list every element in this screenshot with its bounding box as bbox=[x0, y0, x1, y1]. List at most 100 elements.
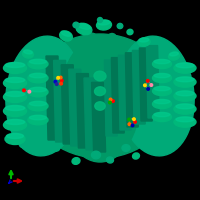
Ellipse shape bbox=[60, 79, 63, 82]
Ellipse shape bbox=[95, 87, 105, 96]
Ellipse shape bbox=[174, 91, 196, 101]
Ellipse shape bbox=[174, 117, 196, 127]
Ellipse shape bbox=[174, 104, 196, 114]
Ellipse shape bbox=[118, 36, 194, 156]
Ellipse shape bbox=[153, 86, 172, 96]
Ellipse shape bbox=[78, 23, 90, 29]
Ellipse shape bbox=[117, 23, 123, 29]
Ellipse shape bbox=[88, 33, 96, 41]
Ellipse shape bbox=[127, 29, 133, 35]
Ellipse shape bbox=[108, 33, 116, 40]
Ellipse shape bbox=[138, 38, 150, 46]
Ellipse shape bbox=[28, 59, 48, 69]
Ellipse shape bbox=[28, 101, 48, 111]
Ellipse shape bbox=[28, 90, 31, 93]
Ellipse shape bbox=[153, 59, 172, 69]
Ellipse shape bbox=[139, 38, 149, 42]
Ellipse shape bbox=[176, 104, 194, 109]
Ellipse shape bbox=[24, 50, 32, 54]
Ellipse shape bbox=[4, 77, 26, 88]
Polygon shape bbox=[118, 55, 131, 130]
Polygon shape bbox=[76, 74, 90, 148]
Ellipse shape bbox=[94, 71, 106, 81]
Polygon shape bbox=[84, 78, 98, 150]
Ellipse shape bbox=[176, 117, 194, 122]
Ellipse shape bbox=[176, 91, 194, 96]
Ellipse shape bbox=[5, 62, 25, 68]
Ellipse shape bbox=[153, 73, 172, 83]
Ellipse shape bbox=[170, 52, 178, 56]
Polygon shape bbox=[111, 58, 124, 133]
Ellipse shape bbox=[4, 92, 26, 102]
Ellipse shape bbox=[6, 134, 24, 138]
Ellipse shape bbox=[128, 123, 131, 125]
Ellipse shape bbox=[134, 121, 136, 123]
Ellipse shape bbox=[153, 112, 172, 122]
Polygon shape bbox=[104, 60, 117, 136]
Ellipse shape bbox=[59, 76, 62, 79]
Ellipse shape bbox=[107, 157, 113, 163]
Ellipse shape bbox=[122, 145, 130, 151]
Ellipse shape bbox=[28, 73, 48, 83]
Polygon shape bbox=[92, 82, 106, 152]
Polygon shape bbox=[146, 46, 159, 118]
Ellipse shape bbox=[174, 77, 196, 87]
Ellipse shape bbox=[5, 119, 25, 124]
Ellipse shape bbox=[23, 50, 33, 58]
Ellipse shape bbox=[174, 63, 196, 73]
Ellipse shape bbox=[60, 82, 62, 85]
Ellipse shape bbox=[30, 73, 46, 78]
Ellipse shape bbox=[28, 34, 172, 158]
Ellipse shape bbox=[154, 86, 170, 91]
Ellipse shape bbox=[147, 88, 149, 90]
Ellipse shape bbox=[146, 80, 149, 82]
Ellipse shape bbox=[28, 115, 48, 125]
Ellipse shape bbox=[72, 158, 80, 164]
Ellipse shape bbox=[97, 20, 111, 30]
Ellipse shape bbox=[144, 84, 146, 87]
Ellipse shape bbox=[112, 100, 114, 102]
Ellipse shape bbox=[30, 115, 46, 120]
Ellipse shape bbox=[30, 87, 46, 92]
Ellipse shape bbox=[153, 99, 172, 109]
Ellipse shape bbox=[5, 92, 25, 97]
Ellipse shape bbox=[30, 101, 46, 106]
Ellipse shape bbox=[131, 124, 134, 127]
Ellipse shape bbox=[92, 151, 101, 159]
Ellipse shape bbox=[4, 119, 26, 130]
Ellipse shape bbox=[5, 77, 25, 82]
Ellipse shape bbox=[52, 145, 60, 151]
Ellipse shape bbox=[176, 63, 194, 68]
Ellipse shape bbox=[176, 77, 194, 82]
Ellipse shape bbox=[60, 31, 72, 41]
Ellipse shape bbox=[23, 89, 25, 92]
Ellipse shape bbox=[154, 112, 170, 117]
Ellipse shape bbox=[5, 106, 25, 110]
Ellipse shape bbox=[150, 84, 153, 86]
Polygon shape bbox=[54, 60, 68, 142]
Ellipse shape bbox=[5, 134, 25, 144]
Ellipse shape bbox=[6, 36, 82, 156]
Ellipse shape bbox=[133, 153, 139, 159]
Ellipse shape bbox=[61, 31, 71, 36]
Ellipse shape bbox=[54, 80, 57, 83]
Ellipse shape bbox=[57, 77, 59, 79]
Polygon shape bbox=[61, 65, 75, 144]
Ellipse shape bbox=[76, 23, 92, 35]
Ellipse shape bbox=[109, 101, 111, 104]
Polygon shape bbox=[69, 69, 83, 146]
Polygon shape bbox=[132, 50, 145, 124]
Polygon shape bbox=[46, 56, 60, 140]
Ellipse shape bbox=[4, 62, 26, 73]
Ellipse shape bbox=[95, 102, 105, 110]
Ellipse shape bbox=[133, 118, 135, 120]
Ellipse shape bbox=[98, 18, 102, 22]
Polygon shape bbox=[139, 48, 152, 121]
Polygon shape bbox=[125, 53, 138, 127]
Ellipse shape bbox=[169, 52, 179, 60]
Ellipse shape bbox=[28, 87, 48, 97]
Ellipse shape bbox=[73, 22, 79, 28]
Ellipse shape bbox=[30, 59, 46, 64]
Ellipse shape bbox=[4, 106, 26, 116]
Ellipse shape bbox=[60, 38, 140, 162]
